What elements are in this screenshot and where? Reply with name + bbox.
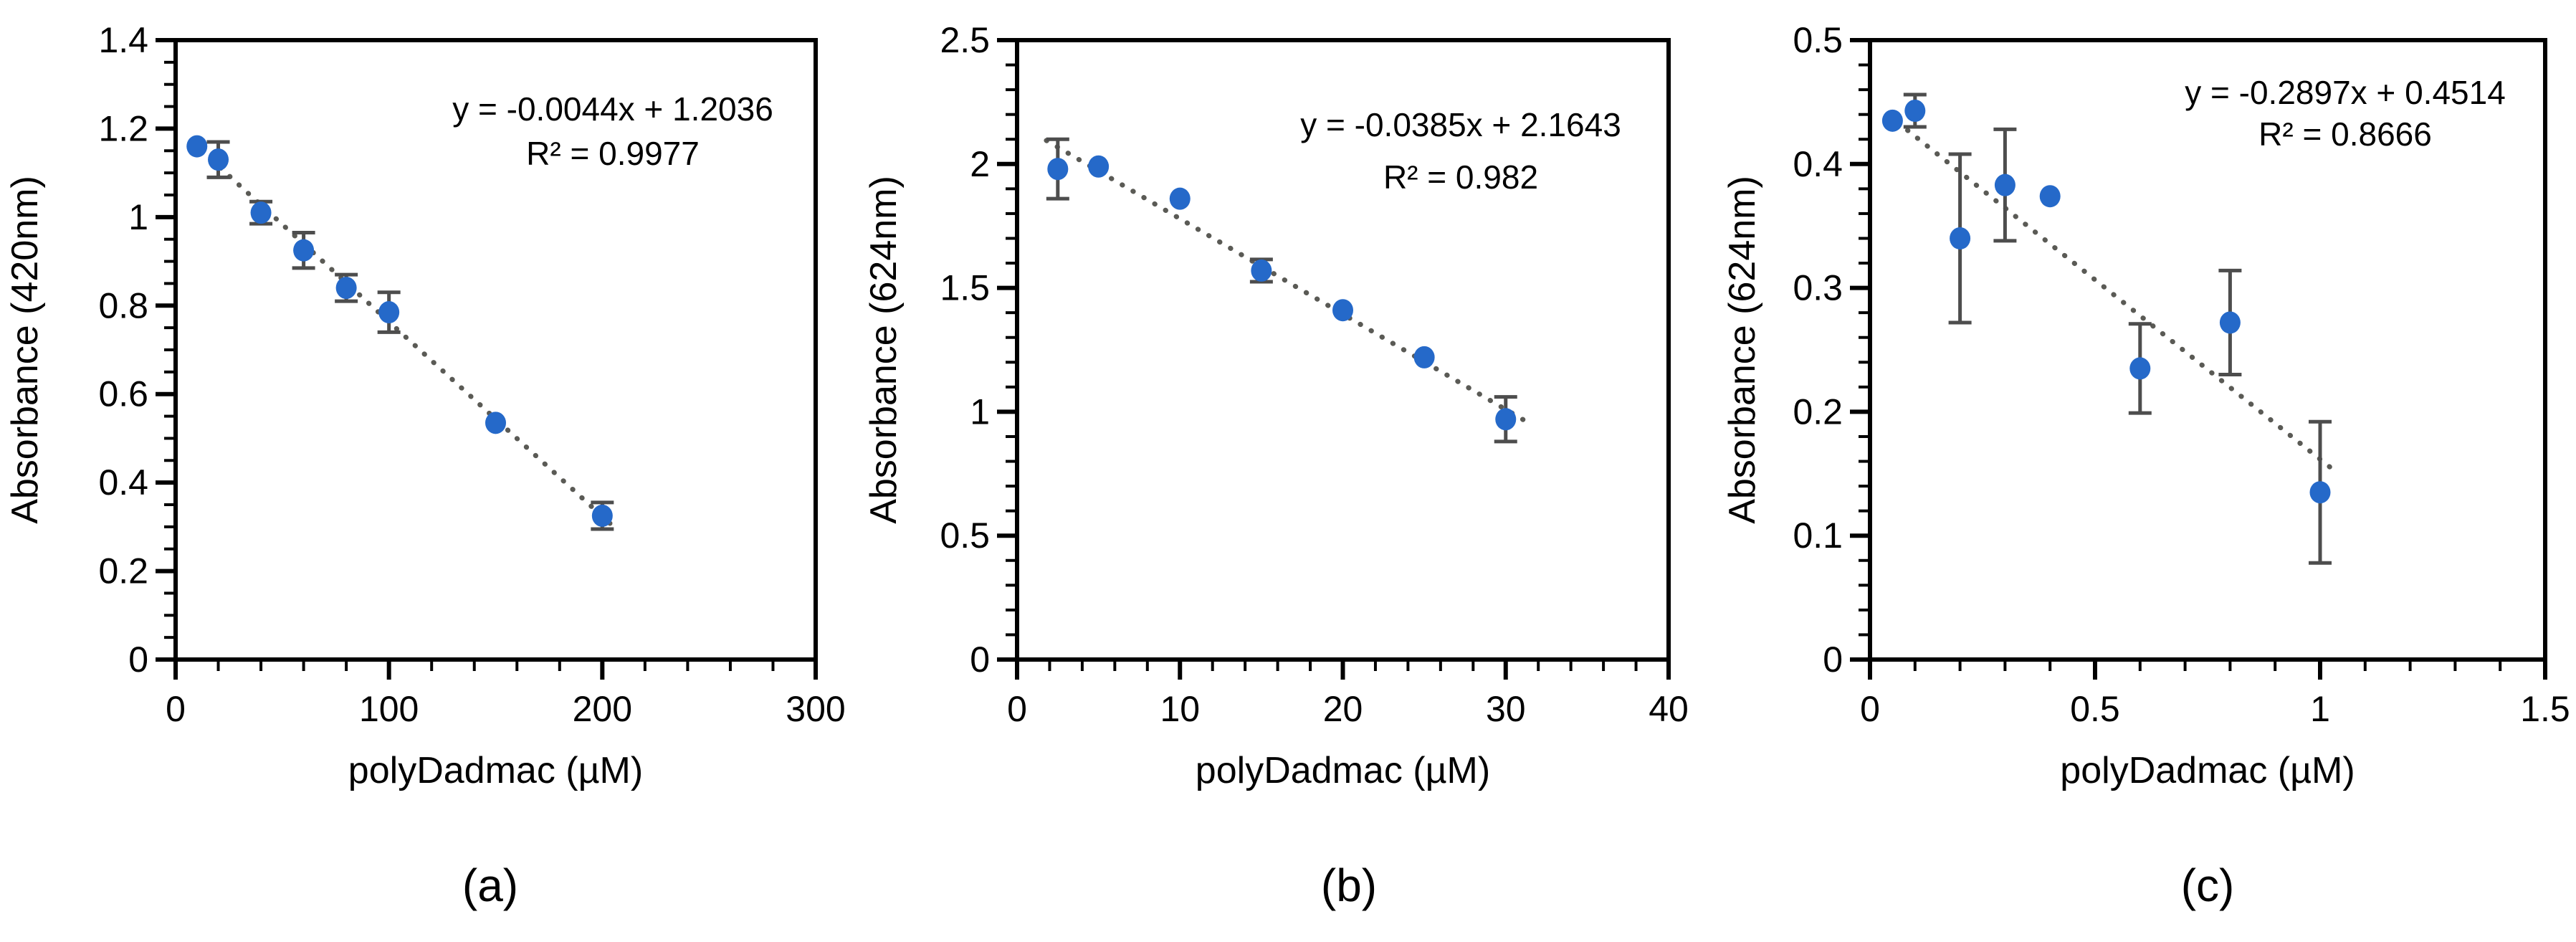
x-tick-label: 0 xyxy=(1007,689,1027,729)
panel-caption-a: (a) xyxy=(462,860,519,911)
y-axis-title: Absorbance (420nm) xyxy=(4,176,46,524)
y-axis-title: Absorbance (624nm) xyxy=(863,176,905,524)
x-tick-label: 0 xyxy=(166,689,186,729)
x-tick-label: 0.5 xyxy=(2070,689,2120,729)
y-tick-label: 0.5 xyxy=(940,515,990,556)
chart-panel-c: 0 0.5 1 1.5 0 0.1 0.2 0.3 0.4 0.5 polyDadmac (µM) A… xyxy=(1717,0,2576,942)
data-point xyxy=(2039,185,2061,208)
r-squared-label: R² = 0.8666 xyxy=(2258,115,2432,153)
trendline xyxy=(1044,138,1528,424)
x-tick-label: 30 xyxy=(1486,689,1526,729)
plot-frame xyxy=(1868,38,2547,662)
y-tick-label: 0.3 xyxy=(1793,268,1843,308)
y-tick-label: 1 xyxy=(128,197,148,237)
x-tick-label: 40 xyxy=(1649,689,1689,729)
chart-panel-b: 0 10 20 30 40 0 0.5 1 1.5 2 2.5 polyDadmac (µM) Abso… xyxy=(859,0,1717,942)
trendline-equation-label: y = -0.0044x + 1.2036 xyxy=(452,90,773,128)
y-tick-label: 1.5 xyxy=(940,268,990,308)
data-point xyxy=(1950,227,1971,249)
data-point xyxy=(1088,155,1110,178)
panel-caption-b: (b) xyxy=(1320,860,1378,911)
x-axis-title: polyDadmac (µM) xyxy=(2060,750,2355,791)
data-point xyxy=(1047,158,1069,181)
y-tick-label: 0.1 xyxy=(1793,515,1843,556)
data-point xyxy=(208,148,229,171)
x-tick-label: 1.5 xyxy=(2520,689,2570,729)
plot-frame xyxy=(173,38,818,662)
y-tick-label: 0.5 xyxy=(1793,20,1843,60)
data-point xyxy=(2309,481,2331,504)
data-point xyxy=(1881,109,1903,132)
trendline xyxy=(190,140,618,531)
y-tick-label: 0.4 xyxy=(1793,144,1843,184)
y-tick-label: 2.5 xyxy=(940,20,990,60)
x-axis-title: polyDadmac (µM) xyxy=(1196,750,1490,791)
r-squared-label: R² = 0.9977 xyxy=(526,135,700,172)
data-point xyxy=(1251,259,1272,282)
y-tick-label: 1.4 xyxy=(98,20,148,60)
y-tick-label: 0 xyxy=(1823,639,1843,680)
y-tick-label: 1.2 xyxy=(98,108,148,148)
data-point xyxy=(335,277,357,300)
y-tick-label: 0 xyxy=(970,639,990,680)
y-tick-label: 0.2 xyxy=(1793,391,1843,432)
y-tick-label: 0.2 xyxy=(98,551,148,591)
data-point xyxy=(2129,357,2151,380)
y-tick-label: 2 xyxy=(970,144,990,184)
trendline-equation-label: y = -0.2897x + 0.4514 xyxy=(2185,74,2506,111)
x-tick-label: 1 xyxy=(2310,689,2330,729)
data-point xyxy=(2219,311,2241,334)
y-axis-title: Absorbance (624nm) xyxy=(1722,176,1763,524)
data-point xyxy=(1332,299,1353,322)
x-tick-label: 300 xyxy=(786,689,845,729)
data-point xyxy=(1994,173,2016,196)
chart-panel-a: 0 100 200 300 0 0.2 0.4 0.6 0.8 1 1.2 1.4 polyDadmac… xyxy=(0,0,859,942)
trendline-equation-label: y = -0.0385x + 2.1643 xyxy=(1300,106,1621,143)
data-point xyxy=(485,411,506,434)
scatter-plot-c: 0 0.5 1 1.5 0 0.1 0.2 0.3 0.4 0.5 polyDadmac (µM) A… xyxy=(1722,20,2570,791)
x-axis-title: polyDadmac (µM) xyxy=(348,750,643,791)
scatter-plot-a: 0 100 200 300 0 0.2 0.4 0.6 0.8 1 1.2 1.4 polyDadmac… xyxy=(4,20,846,791)
x-tick-label: 100 xyxy=(359,689,419,729)
y-tick-label: 0.4 xyxy=(98,462,148,503)
x-tick-label: 20 xyxy=(1323,689,1363,729)
trendline xyxy=(1885,112,2337,473)
data-point xyxy=(1495,408,1517,431)
data-point xyxy=(1169,187,1191,210)
y-tick-label: 0.6 xyxy=(98,374,148,414)
data-point xyxy=(591,504,613,527)
x-tick-label: 200 xyxy=(573,689,632,729)
data-point xyxy=(293,239,315,262)
panel-caption-c: (c) xyxy=(2180,860,2235,911)
data-point xyxy=(1413,346,1435,368)
y-tick-label: 0 xyxy=(128,639,148,680)
data-point xyxy=(186,135,208,158)
data-point xyxy=(1904,99,1926,122)
data-point xyxy=(250,201,272,224)
x-tick-label: 0 xyxy=(1860,689,1880,729)
y-tick-label: 0.8 xyxy=(98,285,148,325)
r-squared-label: R² = 0.982 xyxy=(1383,158,1538,196)
scatter-plot-b: 0 10 20 30 40 0 0.5 1 1.5 2 2.5 polyDadmac (µM) Abso… xyxy=(863,20,1689,791)
y-tick-label: 1 xyxy=(970,391,990,432)
data-point xyxy=(378,301,400,324)
x-tick-label: 10 xyxy=(1160,689,1200,729)
